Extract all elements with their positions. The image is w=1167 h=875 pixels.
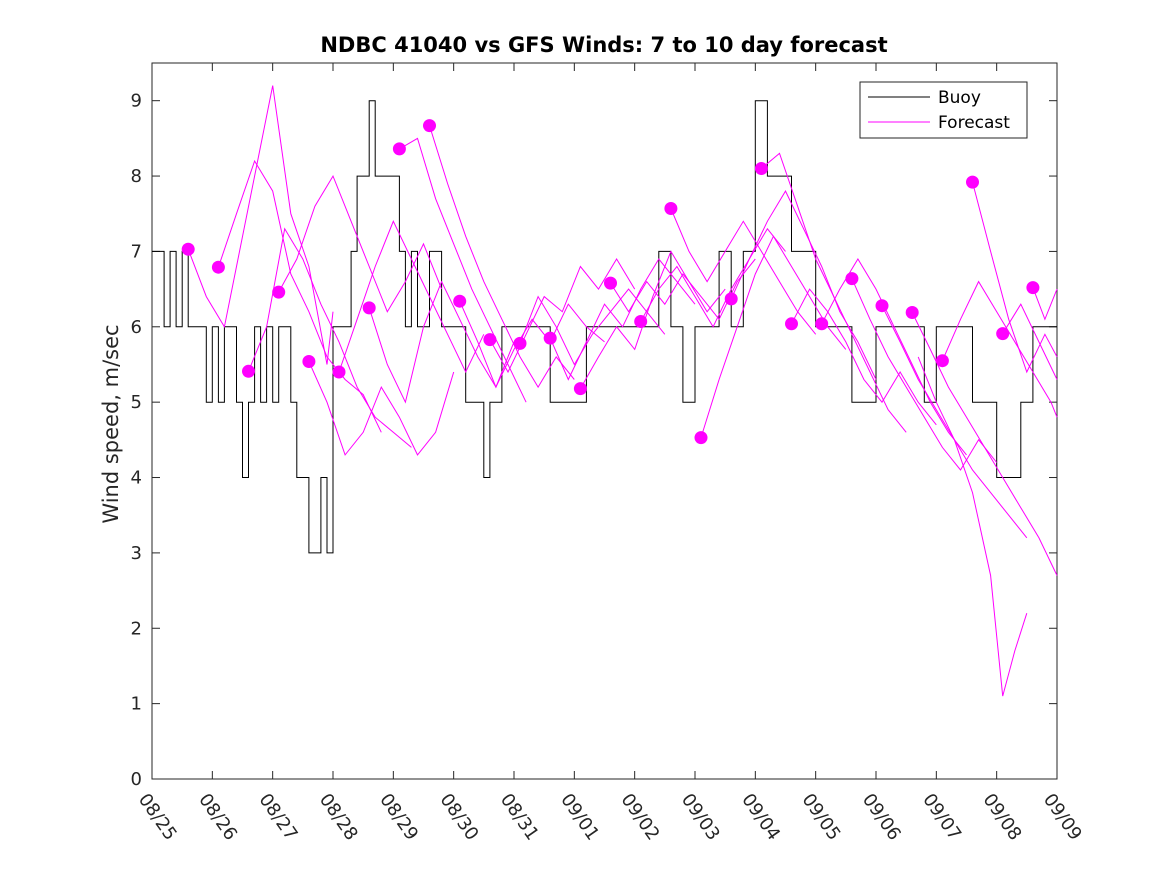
forecast-series-line (278, 174, 443, 313)
forecast-series-line (1032, 287, 1058, 321)
forecast-point (694, 431, 708, 445)
forecast-series-line (489, 258, 636, 374)
y-tick-label: 0 (131, 769, 142, 790)
forecast-series-line (217, 159, 382, 433)
y-tick-label: 3 (131, 543, 142, 564)
axes-box (151, 62, 1058, 780)
forecast-point (935, 354, 949, 368)
forecast-series-line (851, 278, 998, 471)
chart-title: NDBC 41040 vs GFS Winds: 7 to 10 day for… (320, 33, 887, 57)
forecast-series-line (429, 125, 575, 389)
forecast-point (845, 272, 859, 286)
legend-forecast-label: Forecast (938, 113, 1010, 133)
forecast-point (1026, 281, 1040, 295)
forecast-series-line (519, 288, 666, 366)
forecast-series-line (670, 208, 817, 335)
forecast-series-line (761, 152, 907, 433)
y-tick-label: 7 (131, 241, 142, 262)
forecast-series-line (917, 356, 1028, 697)
y-tick-label: 2 (131, 618, 142, 639)
forecast-point (785, 317, 798, 331)
forecast-series-line (941, 280, 1058, 418)
forecast-point (513, 336, 527, 350)
y-tick-label: 9 (131, 91, 142, 112)
forecast-point (604, 276, 617, 290)
forecast-point (483, 333, 497, 347)
forecast-point (996, 327, 1010, 341)
forecast-point (423, 119, 436, 133)
forecast-series-line (791, 288, 937, 426)
y-tick-label: 5 (131, 392, 142, 413)
legend-buoy-label: Buoy (938, 88, 981, 108)
forecast-point (573, 382, 587, 396)
y-tick-label: 8 (131, 166, 142, 187)
forecast-series-line (700, 235, 847, 438)
forecast-series-line (399, 137, 527, 403)
y-axis-title: Wind speed, m/sec (99, 324, 123, 523)
forecast-point (543, 331, 557, 345)
forecast-series-line (640, 227, 786, 328)
forecast-series-line (972, 181, 1058, 374)
forecast-point (664, 202, 678, 215)
forecast-point (634, 315, 648, 328)
forecast-point (332, 365, 346, 379)
forecast-series-line (459, 300, 605, 389)
forecast-point (966, 175, 979, 189)
forecast-series-line (187, 85, 334, 365)
y-tick-label: 4 (131, 468, 142, 489)
y-tick-label: 6 (131, 317, 142, 338)
forecast-point (875, 299, 889, 313)
y-tick-label: 1 (131, 694, 142, 715)
forecast-point (272, 285, 286, 299)
forecast-point (242, 364, 255, 378)
forecast-point (453, 294, 467, 308)
forecast-series-line (248, 227, 412, 448)
forecast-point (362, 301, 376, 315)
forecast-series-line (308, 361, 455, 456)
forecast-point (815, 317, 829, 331)
forecast-series-line (1002, 303, 1058, 380)
legend: Buoy Forecast (859, 81, 1028, 139)
forecast-series-line (579, 250, 726, 389)
forecast-point (302, 355, 316, 368)
forecast-point (211, 260, 225, 274)
forecast-point (905, 306, 919, 319)
forecast-series-line (730, 190, 877, 380)
forecast-point (754, 162, 768, 175)
legend-box (859, 81, 1028, 139)
forecast-series-line (368, 280, 515, 404)
forecast-point (181, 242, 195, 256)
forecast-point (392, 142, 406, 156)
forecast-series-line (338, 220, 485, 374)
forecast-point (724, 292, 738, 306)
